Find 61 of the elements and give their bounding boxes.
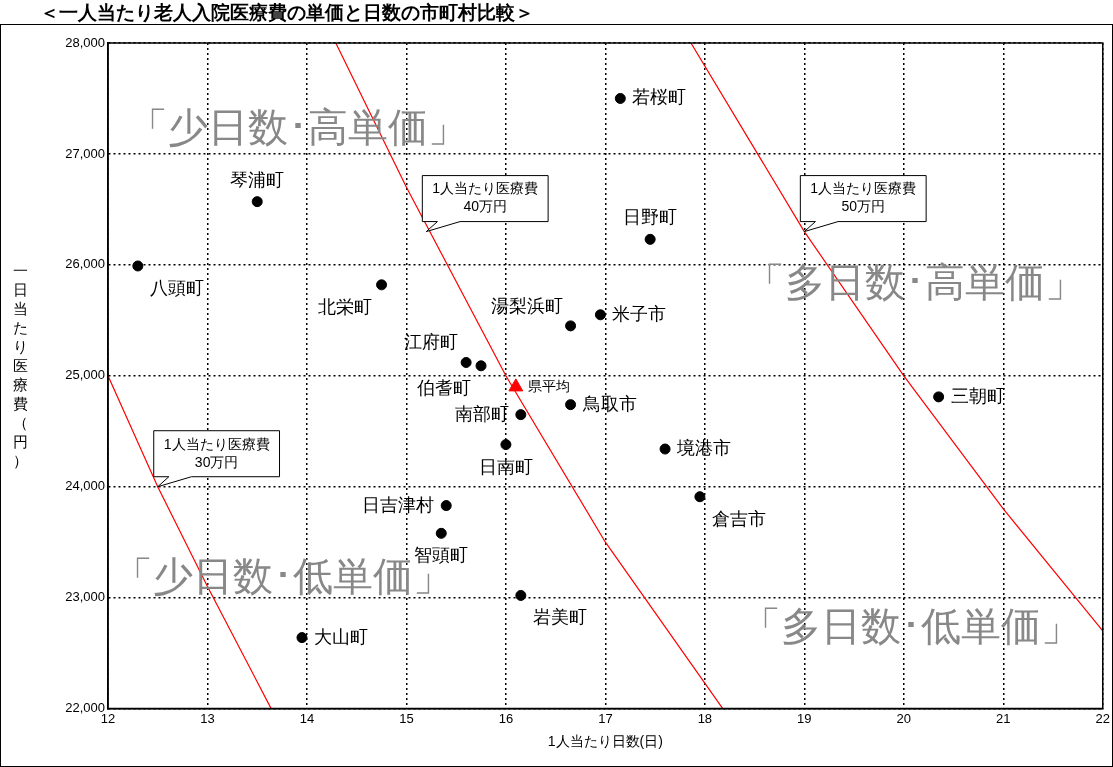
x-tick-label: 16 [498, 710, 514, 726]
point [440, 500, 452, 512]
point [251, 196, 263, 208]
data-label: 八頭町 [149, 277, 204, 298]
y-tick-label: 26,000 [65, 256, 105, 272]
point [659, 443, 671, 455]
data-label: 境港市 [676, 437, 732, 458]
x-tick-label: 21 [996, 710, 1011, 726]
y-tick-label: 27,000 [65, 145, 105, 161]
point [565, 320, 577, 332]
data-label: 湯梨浜町 [490, 295, 563, 316]
x-tick-label: 15 [399, 710, 414, 726]
data-label: 米子市 [612, 303, 667, 324]
annotation: 1人当たり医療費 40万円 [432, 180, 539, 215]
y-tick-label: 28,000 [65, 34, 105, 50]
data-label: 琴浦町 [230, 169, 285, 190]
x-tick-label: 14 [299, 710, 315, 726]
point [614, 92, 626, 104]
x-tick-label: 22 [1095, 710, 1110, 726]
x-tick-label: 13 [200, 710, 215, 726]
x-tick-label: 18 [697, 710, 713, 726]
data-label: 倉吉市 [711, 508, 766, 529]
annotation: 1人当たり医療費 30万円 [163, 435, 270, 470]
point [515, 589, 527, 601]
text: 一日当たり医療費（円） [12, 262, 28, 470]
chart-title: ＜一人当たり老人入院医療費の単価と日数の市町村比較＞ [40, 0, 534, 24]
data-label: 北栄町 [317, 296, 372, 317]
x-tick-label: 17 [598, 710, 613, 726]
point [500, 439, 512, 451]
series-label: 県平均 [527, 377, 570, 394]
data-label: 智頭町 [414, 545, 469, 566]
point [508, 378, 524, 392]
y-tick-label: 25,000 [65, 367, 105, 383]
y-tick-label: 23,000 [65, 589, 105, 605]
data-label: 若桜町 [632, 87, 687, 108]
point [475, 360, 487, 372]
x-axis-title: 1人当たり日数(日) [547, 733, 663, 750]
data-label: 伯耆町 [416, 377, 472, 398]
point [933, 391, 945, 403]
annotation: 「多日数･低単価」 [740, 603, 1081, 648]
data-label: 岩美町 [532, 607, 587, 628]
point [296, 632, 308, 644]
x-tick-label: 19 [797, 710, 812, 726]
data-label: 南部町 [454, 403, 509, 424]
point [376, 279, 388, 291]
data-label: 大山町 [313, 626, 368, 647]
annotation: 1人当たり医療費 50万円 [810, 180, 917, 215]
data-label: 鳥取市 [581, 393, 637, 414]
x-tick-label: 20 [896, 710, 912, 726]
point [594, 309, 606, 321]
point [435, 527, 447, 539]
data-label: 日吉津村 [362, 494, 435, 515]
point [460, 356, 472, 368]
point [515, 409, 527, 421]
point [132, 260, 144, 272]
data-label: 三朝町 [950, 385, 1005, 406]
point [694, 491, 706, 503]
point [565, 399, 577, 411]
y-tick-label: 24,000 [65, 478, 105, 494]
data-label: 日野町 [623, 207, 678, 228]
point [644, 233, 656, 245]
